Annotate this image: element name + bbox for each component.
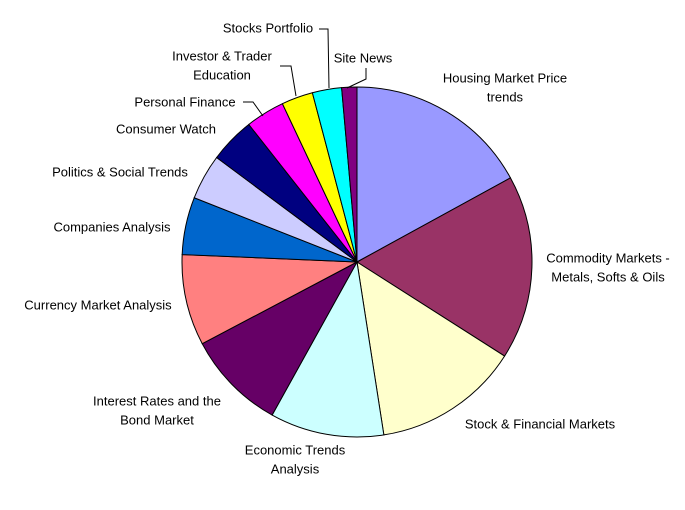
slice-label: Stocks Portfolio xyxy=(223,21,313,36)
slice-label: Personal Finance xyxy=(134,95,235,110)
slice-label: Currency Market Analysis xyxy=(24,298,172,313)
slice-label: Bond Market xyxy=(120,413,194,428)
slice-label: Commodity Markets - xyxy=(546,251,670,266)
leader-line xyxy=(243,101,264,117)
slice-label: Housing Market Price xyxy=(443,71,567,86)
leader-line xyxy=(280,65,297,97)
pie-slice xyxy=(181,254,359,345)
slice-label: Investor & Trader xyxy=(172,49,272,64)
pie-slice xyxy=(356,260,506,436)
slice-label: Education xyxy=(193,68,251,83)
slice-label: Interest Rates and the xyxy=(93,394,221,409)
leader-line xyxy=(346,68,367,89)
slice-label: Metals, Softs & Oils xyxy=(551,270,665,285)
pie-slice xyxy=(201,260,359,416)
slice-label: Politics & Social Trends xyxy=(52,165,188,180)
slice-label: Companies Analysis xyxy=(53,220,171,235)
slice-label: Economic Trends xyxy=(245,443,346,458)
slice-label: Analysis xyxy=(271,462,320,477)
slice-label: trends xyxy=(487,90,524,105)
slice-label: Stock & Financial Markets xyxy=(465,417,616,432)
pie-slice xyxy=(271,260,385,438)
slice-label: Consumer Watch xyxy=(116,122,216,137)
pie-slice xyxy=(356,177,533,357)
pie-slice xyxy=(356,86,512,263)
slice-label: Site News xyxy=(334,51,393,66)
leader-line xyxy=(319,28,330,89)
